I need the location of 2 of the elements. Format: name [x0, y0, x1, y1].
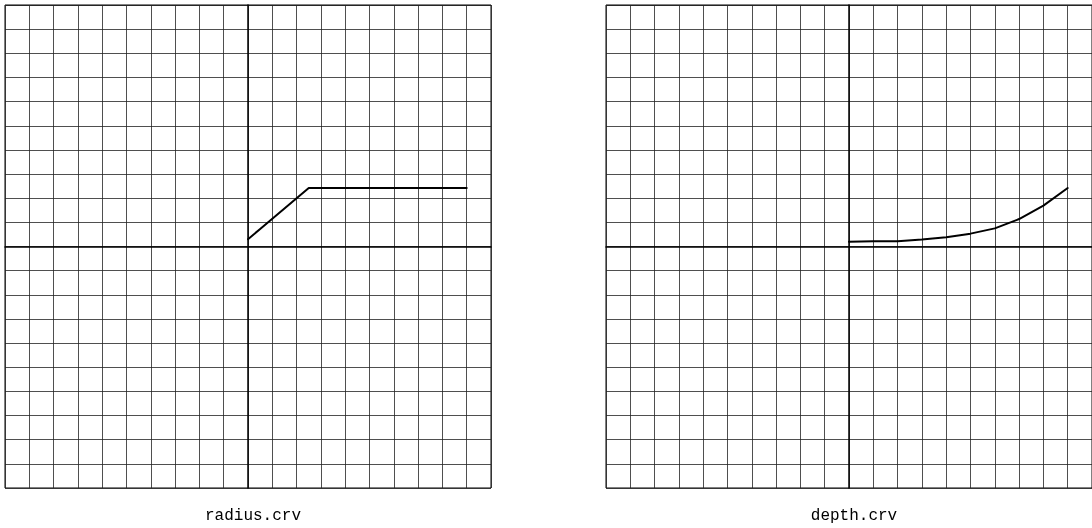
x-axis-title: radius.crv	[204, 507, 302, 525]
x-axis-title: depth.crv	[810, 507, 898, 525]
